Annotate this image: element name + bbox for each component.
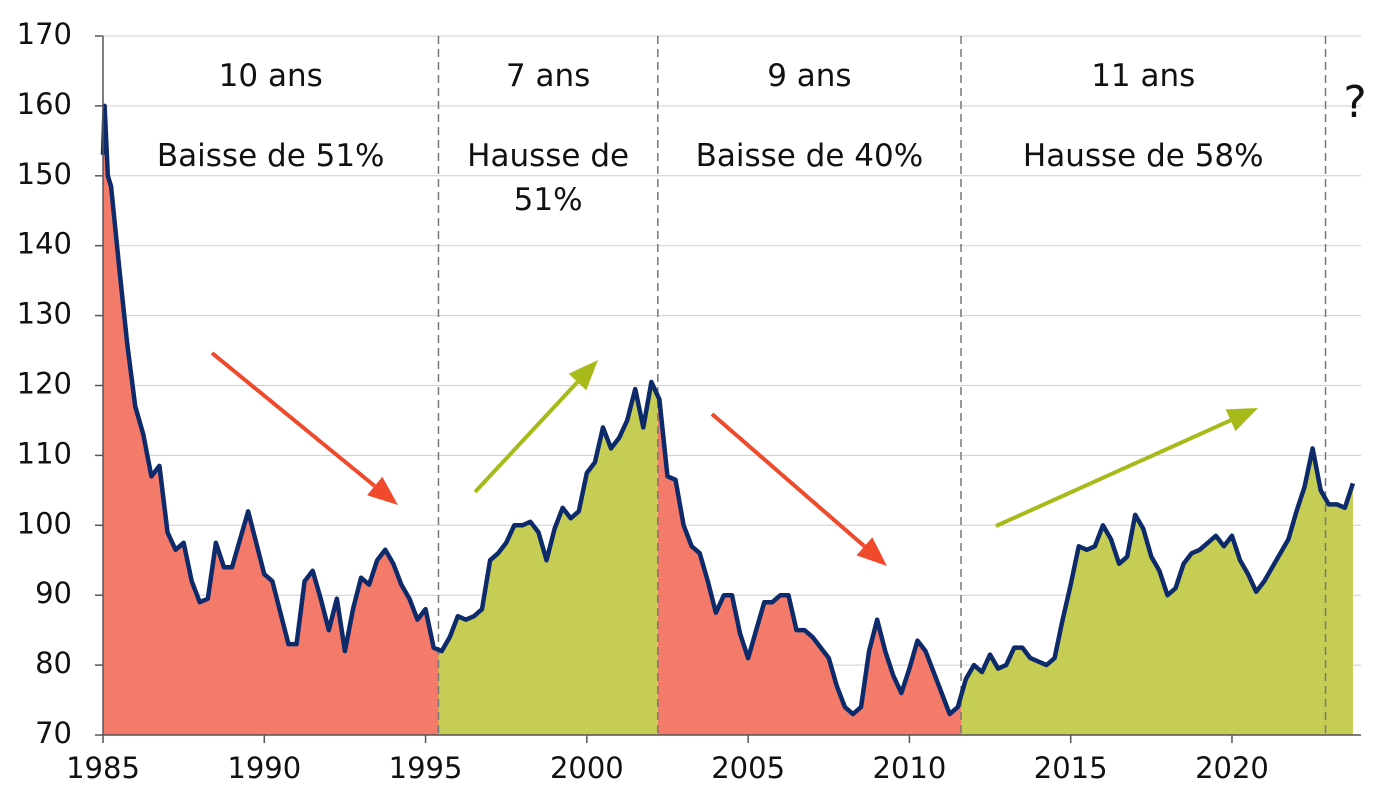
- phase-duration: 10 ans: [218, 58, 323, 94]
- phase-change: Hausse de 51%: [467, 138, 630, 218]
- question-mark: ?: [1343, 77, 1366, 128]
- x-tick-label: 2015: [1034, 751, 1108, 785]
- y-tick-label: 170: [17, 17, 72, 51]
- arrow-head: [367, 476, 398, 505]
- x-tick-label: 2005: [711, 751, 785, 785]
- arrow: [710, 412, 866, 548]
- arrow-head: [1225, 408, 1258, 432]
- y-tick-label: 100: [17, 506, 72, 540]
- phase-change: Baisse de 51%: [156, 138, 385, 174]
- y-tick-label: 120: [17, 367, 72, 401]
- phase-area: [657, 395, 962, 735]
- arrow: [210, 351, 376, 488]
- y-tick-label: 80: [35, 646, 72, 680]
- y-tick-label: 70: [35, 716, 72, 750]
- phase-duration: 9 ans: [767, 58, 852, 94]
- x-tick-label: 1990: [227, 751, 301, 785]
- x-tick-label: 2010: [873, 751, 947, 785]
- y-tick-label: 150: [17, 157, 72, 191]
- phase-change: Baisse de 40%: [695, 138, 924, 174]
- arrow-head: [568, 360, 598, 391]
- x-tick-label: 1985: [66, 751, 140, 785]
- y-tick-label: 110: [17, 436, 72, 470]
- x-tick-label: 1995: [389, 751, 463, 785]
- phase-change: Hausse de 58%: [1022, 138, 1264, 174]
- arrow: [995, 418, 1232, 528]
- arrow-head: [856, 537, 887, 566]
- phase-area: [103, 105, 439, 735]
- y-tick-label: 160: [17, 87, 72, 121]
- phase-area: [961, 448, 1353, 735]
- y-tick-label: 140: [17, 227, 72, 261]
- y-tick-label: 130: [17, 297, 72, 331]
- y-tick-label: 90: [35, 576, 72, 610]
- arrow: [473, 380, 579, 494]
- data-line: [100, 103, 1356, 717]
- x-tick-label: 2000: [550, 751, 624, 785]
- phase-duration: 11 ans: [1091, 58, 1196, 94]
- phase-duration: 7 ans: [505, 58, 591, 94]
- x-tick-label: 2020: [1195, 751, 1269, 785]
